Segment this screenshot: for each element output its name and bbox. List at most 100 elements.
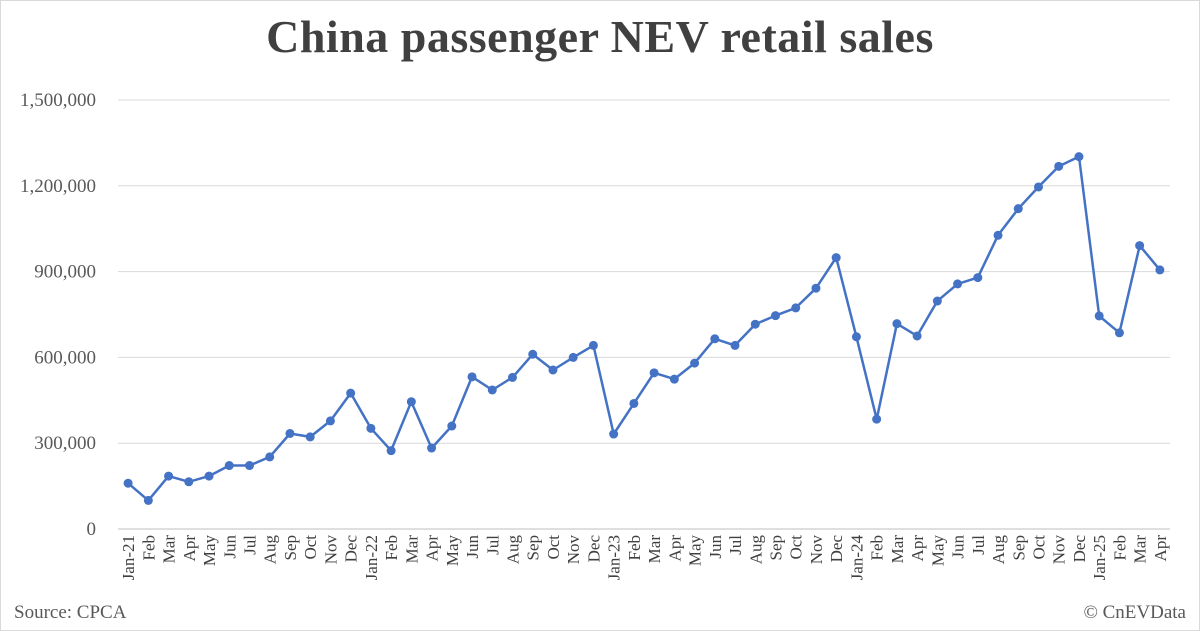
y-tick-label: 600,000 [34,347,96,368]
data-point [872,414,882,424]
data-point [245,461,254,471]
x-tick-label: Mar [1131,535,1150,564]
y-tick-label: 900,000 [34,262,96,283]
x-tick-label: Jan-25 [1090,535,1109,580]
x-tick-label: Dec [1070,535,1089,563]
data-point [528,349,538,359]
x-tick-label: Jan-22 [362,535,381,580]
data-point [346,388,356,398]
x-tick-label: Apr [908,535,927,562]
data-point [184,477,194,487]
data-point [305,432,315,442]
x-tick-label: Jan-24 [847,535,866,581]
y-tick-label: 1,500,000 [20,90,96,111]
data-point [629,398,639,408]
data-point [164,471,174,481]
data-point [406,397,416,407]
data-point [811,283,821,293]
data-point [1074,152,1084,162]
x-tick-label: Oct [544,535,563,560]
data-point [204,471,214,481]
data-point [143,495,153,505]
x-tick-label: Jan-21 [119,535,138,580]
x-tick-label: Sep [1009,535,1028,561]
x-tick-label: Apr [665,535,684,562]
x-tick-label: Feb [868,535,887,561]
x-tick-label: Jun [706,535,725,559]
data-point [386,446,396,456]
data-point [730,340,740,350]
x-tick-label: Jul [969,535,988,555]
x-tick-label: Jul [726,535,745,555]
data-point [953,279,963,289]
data-point [831,253,841,263]
x-tick-label: Jan-23 [605,535,624,580]
data-point [1135,241,1145,251]
x-tick-label: Dec [342,535,361,563]
data-point [588,340,598,350]
data-point [447,421,457,431]
x-tick-label: Apr [180,535,199,562]
x-tick-label: Dec [827,535,846,563]
chart-title: China passenger NEV retail sales [266,11,934,62]
data-point [568,352,578,362]
x-tick-label: Nov [1050,535,1069,565]
x-tick-label: Feb [1110,535,1129,561]
x-tick-label: Feb [382,535,401,561]
x-tick-label: Jun [949,535,968,559]
y-tick-label: 0 [87,519,97,540]
data-point [224,461,234,471]
series-line [127,155,1161,502]
y-tick-label: 1,200,000 [20,176,96,197]
data-point [892,319,902,329]
data-point [123,478,133,488]
x-tick-label: Oct [787,535,806,560]
data-point [649,368,659,378]
x-tick-label: May [686,535,705,567]
data-point [710,334,720,344]
x-tick-label: Oct [301,535,320,560]
x-tick-label: Dec [584,535,603,563]
x-tick-label: Aug [746,535,765,565]
x-tick-label: Mar [888,535,907,564]
x-tick-label: May [200,535,219,567]
x-tick-label: Mar [160,535,179,564]
x-tick-label: Mar [402,535,421,564]
data-point [467,372,477,382]
x-tick-label: Sep [524,535,543,561]
data-point [325,416,335,426]
data-point [1155,265,1165,275]
x-tick-label: Apr [1151,535,1170,562]
x-tick-label: Nov [321,535,340,565]
y-tick-label: 300,000 [34,433,96,454]
x-tick-label: Feb [139,535,158,561]
data-point [1013,204,1023,214]
x-tick-label: Nov [564,535,583,565]
x-tick-label: Jul [241,535,260,555]
data-point [548,365,558,375]
x-tick-label: Jun [463,535,482,559]
x-tick-label: Mar [645,535,664,564]
x-tick-label: Feb [625,535,644,561]
data-point [912,331,922,341]
data-point [427,443,437,453]
x-tick-label: Jul [483,535,502,555]
data-point [851,332,861,342]
x-tick-label: Jun [220,535,239,559]
x-tick-label: Apr [423,535,442,562]
data-point [973,273,983,283]
x-tick-label: May [443,535,462,567]
x-tick-label: May [928,535,947,567]
x-tick-label: Nov [807,535,826,565]
x-tick-label: Aug [504,535,523,565]
data-point [366,423,376,433]
data-point [791,303,801,313]
data-point [1114,328,1124,338]
data-point [265,452,275,462]
copyright-note: © CnEVData [1083,602,1186,623]
data-point [750,319,760,329]
source-note: Source: CPCA [14,602,127,623]
x-tick-label: Oct [1030,535,1049,560]
